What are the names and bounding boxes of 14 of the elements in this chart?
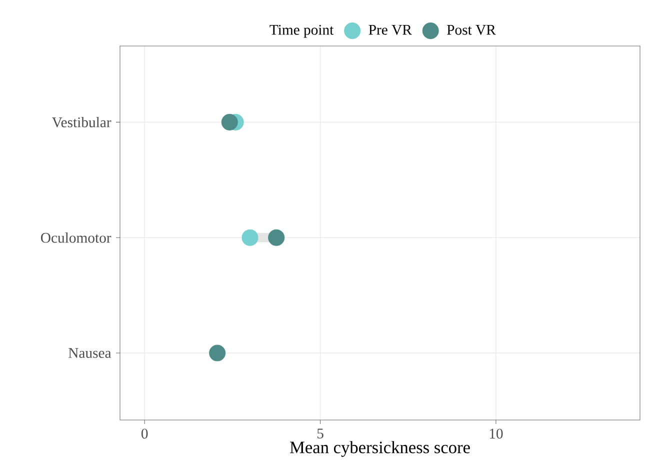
point [242,229,258,246]
y-tick-label: Vestibular [52,116,112,128]
y-tick-label: Oculomotor [41,232,112,243]
x-tick-label: 5 [317,428,324,438]
y-tick-label: Nausea [68,348,112,358]
x-tick-label: 10 [490,428,503,439]
x-axis-title: Mean cybersickness score [290,441,470,457]
x-tick-label: 0 [141,428,148,439]
legend-title: Time point [270,24,334,38]
legend-label: Post VR [447,25,496,35]
point [209,344,226,362]
legend-label: Pre VR [368,25,412,35]
point [268,229,285,246]
point [221,114,238,130]
